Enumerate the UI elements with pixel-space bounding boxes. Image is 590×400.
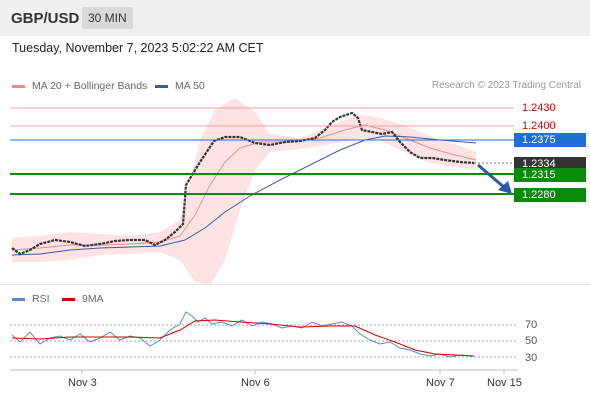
x-label-nov6: Nov 6 (241, 377, 270, 389)
level-tag-last: 1.2334 (514, 157, 586, 171)
ma50-line (11, 135, 477, 256)
timestamp: Tuesday, November 7, 2023 5:02:22 AM CET (12, 41, 264, 55)
ma50-swatch (155, 84, 168, 88)
legend-ma20-label: MA 20 + Bollinger Bands (32, 80, 148, 92)
ma20-swatch (12, 84, 25, 88)
timeframe-badge[interactable]: 30 MIN (82, 7, 133, 29)
symbol-title: GBP/USD (11, 10, 80, 27)
level-label-2: 1.2400 (522, 120, 556, 132)
top-bar: GBP/USD 30 MIN (0, 0, 590, 36)
credit-text: Research © 2023 Trading Central (431, 80, 581, 91)
rsi-ma-line (11, 319, 475, 357)
legend-ma50: MA 50 (155, 80, 205, 92)
x-label-nov3: Nov 3 (68, 377, 97, 389)
ma9-swatch (62, 297, 75, 301)
rsi-tick-70: 70 (525, 319, 538, 331)
forecast-arrow (477, 163, 506, 190)
level-tag-pivot: 1.2375 (514, 133, 586, 147)
legend-9ma: 9MA (62, 293, 104, 305)
x-label-nov7: Nov 7 (426, 377, 455, 389)
legend-ma20: MA 20 + Bollinger Bands (12, 80, 147, 92)
panel-separator (0, 284, 590, 285)
legend-9ma-label: 9MA (82, 293, 104, 305)
level-tag-support-2: 1.2280 (514, 188, 586, 202)
ma20-line (11, 124, 477, 251)
rsi-tick-50: 50 (525, 335, 538, 347)
rsi-line (11, 311, 475, 358)
x-label-nov15: Nov 15 (487, 377, 522, 389)
price-series (11, 111, 475, 256)
level-tag-support-1: 1.2315 (514, 168, 586, 182)
rsi-swatch (12, 297, 25, 301)
legend-rsi-label: RSI (32, 293, 50, 305)
legend-rsi: RSI (12, 293, 50, 305)
legend-ma50-label: MA 50 (175, 80, 205, 92)
level-label-1: 1.2430 (522, 102, 556, 114)
rsi-tick-30: 30 (525, 352, 538, 364)
bollinger-band (12, 98, 476, 285)
arrow-head-icon (498, 181, 512, 194)
